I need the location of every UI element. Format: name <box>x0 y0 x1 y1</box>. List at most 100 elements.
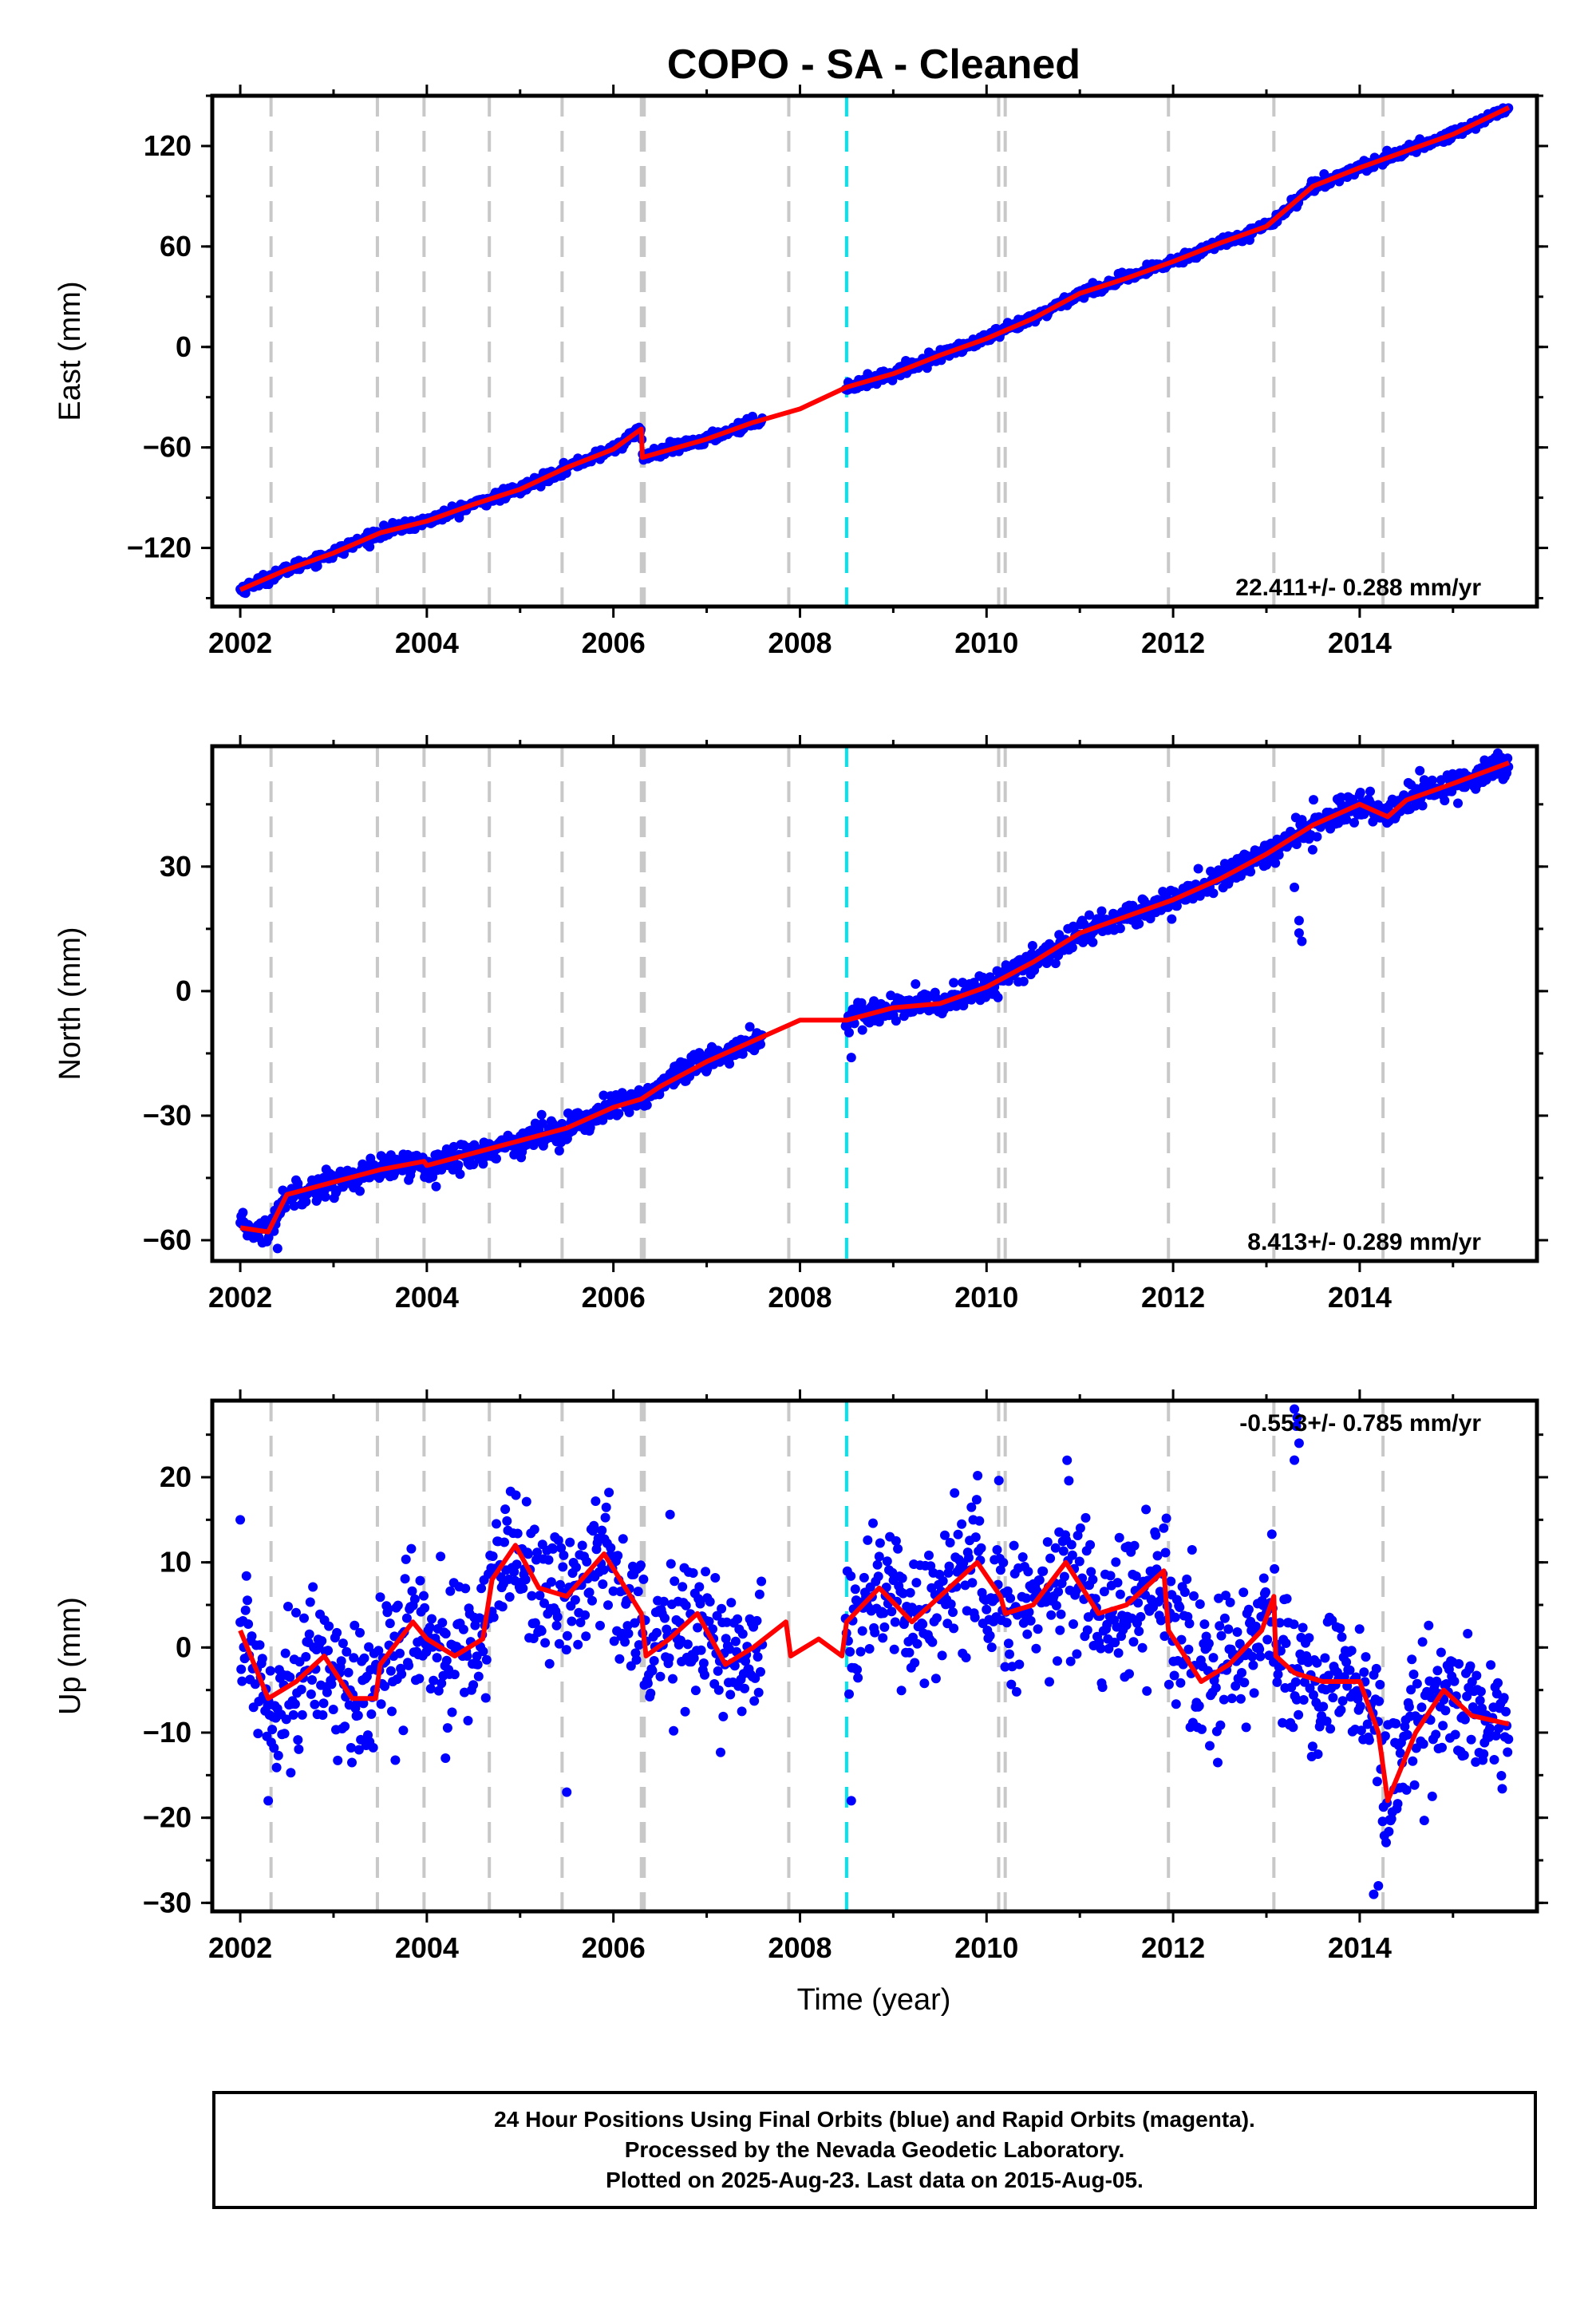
data-point <box>324 1621 334 1631</box>
y-tick-label: 60 <box>160 230 192 263</box>
data-point <box>976 1543 986 1553</box>
y-tick-label: −30 <box>143 1099 192 1132</box>
x-axis-label: Time (year) <box>797 1983 951 2017</box>
data-point <box>310 1699 320 1709</box>
data-point <box>565 1537 575 1547</box>
y-tick-label: −20 <box>143 1801 192 1834</box>
data-point <box>1115 923 1125 934</box>
data-point <box>431 1181 441 1192</box>
data-point <box>323 1646 333 1656</box>
data-point <box>1472 1670 1482 1681</box>
data-point <box>1499 1693 1509 1703</box>
data-points <box>235 103 1514 599</box>
data-point <box>1156 1615 1166 1626</box>
data-point <box>995 1565 1005 1575</box>
data-point <box>347 1757 357 1768</box>
data-point <box>1432 1676 1442 1686</box>
data-point <box>655 1671 666 1682</box>
data-point <box>1325 1724 1336 1734</box>
data-point <box>872 1559 883 1570</box>
data-point <box>342 1646 352 1657</box>
data-point <box>753 1687 764 1697</box>
data-point <box>1460 1714 1470 1725</box>
data-point <box>1380 1731 1390 1741</box>
data-point <box>297 1709 307 1720</box>
data-point <box>845 1646 855 1657</box>
data-point <box>740 1683 749 1694</box>
data-point <box>879 1622 890 1632</box>
data-point <box>1021 1593 1032 1603</box>
data-point <box>1408 1670 1419 1679</box>
data-point <box>253 1729 263 1739</box>
data-point <box>1067 1550 1077 1560</box>
data-point <box>453 1160 464 1170</box>
data-point <box>1213 1757 1223 1768</box>
data-point <box>729 1661 740 1671</box>
data-point <box>480 1693 491 1703</box>
data-point <box>1187 1545 1197 1555</box>
data-point <box>338 1638 348 1649</box>
data-point <box>1001 1618 1012 1628</box>
data-point <box>1231 1681 1241 1691</box>
data-point <box>1466 1734 1476 1745</box>
data-point <box>910 1658 920 1668</box>
data-point <box>492 1153 501 1164</box>
data-point <box>243 1619 254 1629</box>
data-point <box>328 1705 338 1714</box>
data-point <box>1477 1703 1487 1713</box>
data-point <box>468 1680 479 1690</box>
data-point <box>878 1633 888 1643</box>
model-line <box>239 105 1511 592</box>
data-point <box>1359 809 1369 820</box>
data-point <box>1355 1701 1365 1711</box>
data-point <box>393 1600 403 1611</box>
y-tick-label: 0 <box>176 974 192 1007</box>
data-point <box>658 1596 669 1607</box>
data-point <box>1290 882 1300 892</box>
data-point <box>1225 1597 1235 1607</box>
data-point <box>1197 1724 1207 1734</box>
footer-box: 24 Hour Positions Using Final Orbits (bl… <box>212 2091 1537 2209</box>
data-point <box>606 1543 616 1553</box>
data-point <box>455 1169 465 1180</box>
data-point <box>678 1582 688 1592</box>
data-point <box>433 1686 444 1696</box>
data-point <box>383 1604 393 1614</box>
data-point <box>970 1612 980 1622</box>
data-point <box>912 1638 922 1649</box>
x-tick-label: 2010 <box>954 1281 1018 1314</box>
x-tick-label: 2006 <box>582 1281 646 1314</box>
rate-label: -0.553+/- 0.785 mm/yr <box>1239 1410 1481 1437</box>
data-point <box>1313 1749 1323 1759</box>
data-point <box>1239 1678 1250 1688</box>
data-point <box>1282 1594 1292 1604</box>
data-point <box>1273 1670 1283 1680</box>
data-point <box>1266 1529 1277 1539</box>
data-point <box>1275 1646 1286 1656</box>
data-point <box>1216 1630 1227 1641</box>
data-point <box>551 1620 562 1630</box>
x-tick-label: 2012 <box>1141 1931 1205 1964</box>
data-point <box>1249 1688 1259 1698</box>
data-point <box>1235 1694 1246 1704</box>
data-point <box>312 561 322 571</box>
data-point <box>682 1639 693 1650</box>
data-point <box>730 1636 741 1646</box>
data-point <box>1294 1438 1304 1448</box>
data-points <box>235 748 1514 1254</box>
data-point <box>905 1587 915 1598</box>
data-point <box>1045 1677 1054 1687</box>
data-point <box>953 1529 963 1539</box>
data-point <box>1005 1593 1016 1603</box>
data-point <box>1248 1660 1258 1670</box>
data-point <box>652 1627 662 1638</box>
data-point <box>562 1787 572 1797</box>
data-point <box>407 1586 417 1596</box>
data-point <box>1027 941 1037 951</box>
panel-north: 2002 2004 2006 2008 2010 2012 2014 30 0 −30 −60 Nor… <box>53 735 1548 1314</box>
data-point <box>669 1725 679 1736</box>
data-point <box>404 1660 414 1670</box>
data-point <box>1459 1750 1469 1761</box>
plot-area <box>235 746 1514 1261</box>
